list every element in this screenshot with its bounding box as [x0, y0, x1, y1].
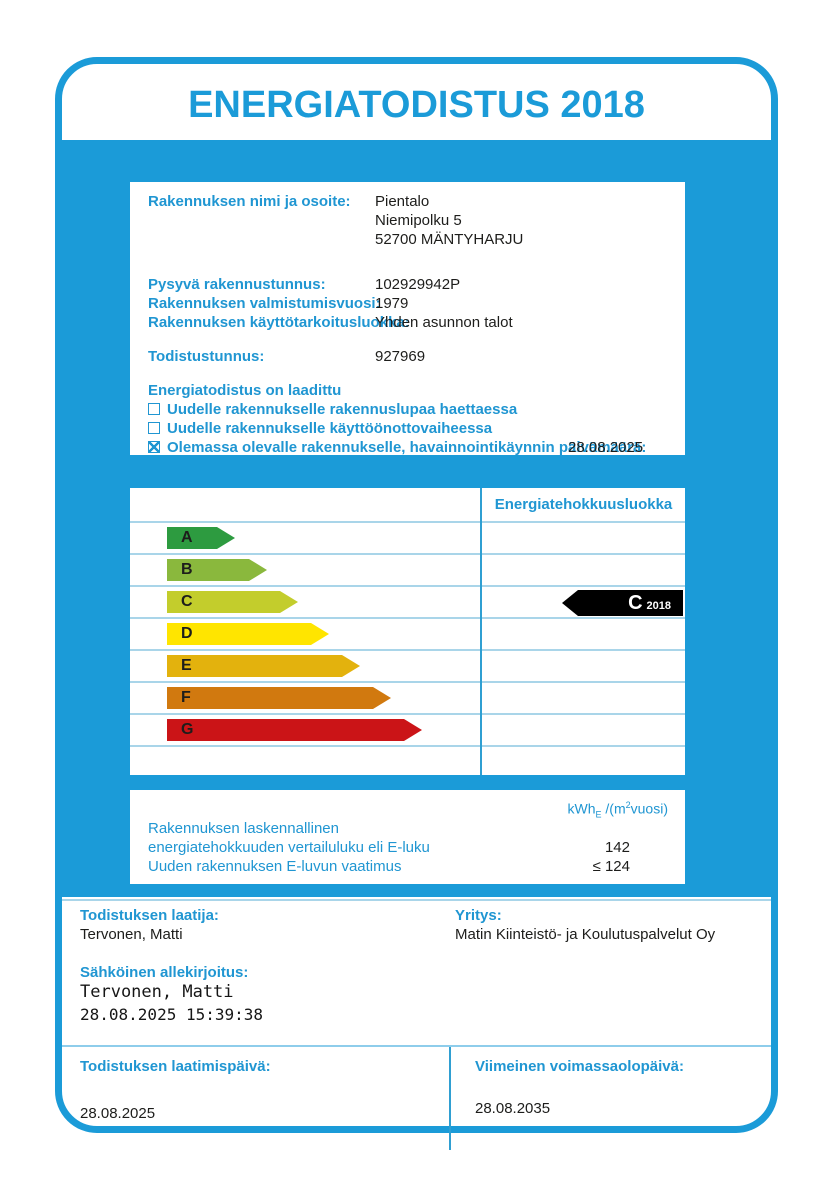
scale-row-A: A: [130, 523, 685, 555]
observation-date-value: 28.08.2025: [568, 439, 644, 456]
section-divider-line: [62, 899, 771, 901]
scale-row-D: D: [130, 619, 685, 651]
info-row: Pysyvä rakennustunnus: 102929942P: [148, 275, 668, 294]
scale-row-G: G: [130, 715, 685, 747]
e-number-row-value: ≤ 124: [592, 858, 630, 875]
scale-row-E: E: [130, 651, 685, 683]
prepared-option-label: Uudelle rakennukselle käyttöönottovaihee…: [167, 420, 493, 437]
prepared-option-label: Olemassa olevalle rakennukselle, havainn…: [167, 439, 647, 456]
result-year: 2018: [646, 600, 671, 612]
info-row-label: Rakennuksen valmistumisvuosi:: [148, 295, 381, 312]
company-name: Matin Kiinteistö- ja Koulutuspalvelut Oy: [455, 926, 716, 943]
company-label: Yritys:: [455, 907, 502, 924]
issue-date-value: 28.08.2025: [80, 1105, 156, 1122]
address-line: Pientalo: [375, 193, 430, 210]
unit-base: kWh: [567, 800, 596, 817]
class-letter: F: [181, 689, 191, 706]
energy-class-column-header: Energiatehokkuusluokka: [494, 496, 673, 513]
e-number-row: Uuden rakennuksen E-luvun vaatimus ≤ 124: [148, 857, 668, 876]
e-number-row-label: energiatehokkuuden vertailuluku eli E-lu…: [148, 839, 430, 856]
certificate-id-value: 927969: [375, 348, 426, 365]
class-arrow-A: A: [167, 527, 235, 549]
author-label: Todistuksen laatija:: [80, 907, 219, 924]
info-row-label: Pysyvä rakennustunnus:: [148, 276, 326, 293]
scale-column-divider: [480, 488, 482, 775]
class-letter: D: [181, 625, 193, 642]
info-row-value: 102929942P: [375, 276, 461, 293]
address-lines: Pientalo Niemipolku 5 52700 MÄNTYHARJU: [375, 192, 523, 249]
info-row: Rakennuksen käyttötarkoitusluokka: Yhden …: [148, 313, 668, 332]
footer-top-line: [62, 1045, 771, 1047]
checkbox-checked-icon: [148, 441, 160, 453]
e-number-row: Rakennuksen laskennallinen: [148, 819, 668, 838]
class-arrow-E: E: [167, 655, 360, 677]
electronic-signature-name: Tervonen, Matti: [80, 982, 234, 1002]
class-letter: A: [181, 529, 193, 546]
checkbox-unchecked-icon: [148, 403, 160, 415]
address-line: Niemipolku 5: [375, 212, 462, 229]
building-info-rows: Pysyvä rakennustunnus: 102929942P Rakennuk…: [148, 275, 668, 332]
checkbox-unchecked-icon: [148, 422, 160, 434]
e-number-row: energiatehokkuuden vertailuluku eli E-lu…: [148, 838, 668, 857]
footer-vertical-divider: [449, 1047, 451, 1150]
issue-date-label: Todistuksen laatimispäivä:: [80, 1058, 271, 1075]
scale-empty-row: [130, 747, 685, 775]
prepared-heading: Energiatodistus on laadittu: [148, 382, 342, 399]
scale-row-C: C: [130, 587, 685, 619]
class-arrow-F: F: [167, 687, 391, 709]
e-number-row-label: Rakennuksen laskennallinen: [148, 820, 339, 837]
certificate-id-label: Todistustunnus:: [148, 348, 265, 365]
e-number-unit: kWhE /(m2vuosi): [568, 800, 669, 819]
class-letter: E: [181, 657, 192, 674]
class-arrow-B: B: [167, 559, 267, 581]
electronic-signature-label: Sähköinen allekirjoitus:: [80, 964, 249, 981]
e-number-rows: Rakennuksen laskennallinen energiatehokku…: [148, 819, 668, 876]
info-row-value: Yhden asunnon talot: [375, 314, 513, 331]
unit-superscript: 2: [625, 800, 631, 810]
scale-header-row: Energiatehokkuusluokka: [130, 488, 685, 523]
class-letter: G: [181, 721, 194, 738]
address-label: Rakennuksen nimi ja osoite:: [148, 193, 351, 210]
unit-subscript: E: [595, 809, 602, 820]
result-class-letter: C: [628, 592, 643, 614]
address-line: 52700 MÄNTYHARJU: [375, 231, 524, 248]
electronic-signature-timestamp: 28.08.2025 15:39:38: [80, 1005, 264, 1024]
class-letter: C: [181, 593, 193, 610]
scale-row-F: F: [130, 683, 685, 715]
info-row-label: Rakennuksen käyttötarkoitusluokka:: [148, 314, 410, 331]
e-number-row-label: Uuden rakennuksen E-luvun vaatimus: [148, 858, 402, 875]
unit-mid: /(m: [601, 800, 626, 817]
prepared-options: Uudelle rakennukselle rakennuslupaa haet…: [148, 400, 646, 457]
page-title: ENERGIATODISTUS 2018: [188, 84, 645, 126]
building-info-box: Rakennuksen nimi ja osoite: Pientalo Niem…: [130, 182, 685, 457]
e-number-row-value: 142: [604, 839, 630, 856]
result-arrow: C 2018: [562, 590, 683, 616]
info-row: Rakennuksen valmistumisvuosi: 1979: [148, 294, 668, 313]
info-row-value: 1979: [375, 295, 409, 312]
prepared-option-row: Olemassa olevalle rakennukselle, havainn…: [148, 438, 646, 457]
prepared-option-row: Uudelle rakennukselle käyttöönottovaihee…: [148, 419, 646, 438]
valid-until-value: 28.08.2035: [475, 1100, 551, 1117]
class-letter: B: [181, 561, 193, 578]
e-number-box: kWhE /(m2vuosi) Rakennuksen laskennallin…: [130, 790, 685, 884]
class-arrow-G: G: [167, 719, 422, 741]
author-name: Tervonen, Matti: [80, 926, 183, 943]
class-arrow-C: C: [167, 591, 298, 613]
prepared-option-label: Uudelle rakennukselle rakennuslupaa haet…: [167, 401, 518, 418]
prepared-option-row: Uudelle rakennukselle rakennuslupaa haet…: [148, 400, 646, 419]
class-arrow-D: D: [167, 623, 329, 645]
valid-until-label: Viimeinen voimassaolopäivä:: [475, 1058, 684, 1075]
scale-row-B: B: [130, 555, 685, 587]
unit-end: vuosi): [630, 800, 668, 817]
